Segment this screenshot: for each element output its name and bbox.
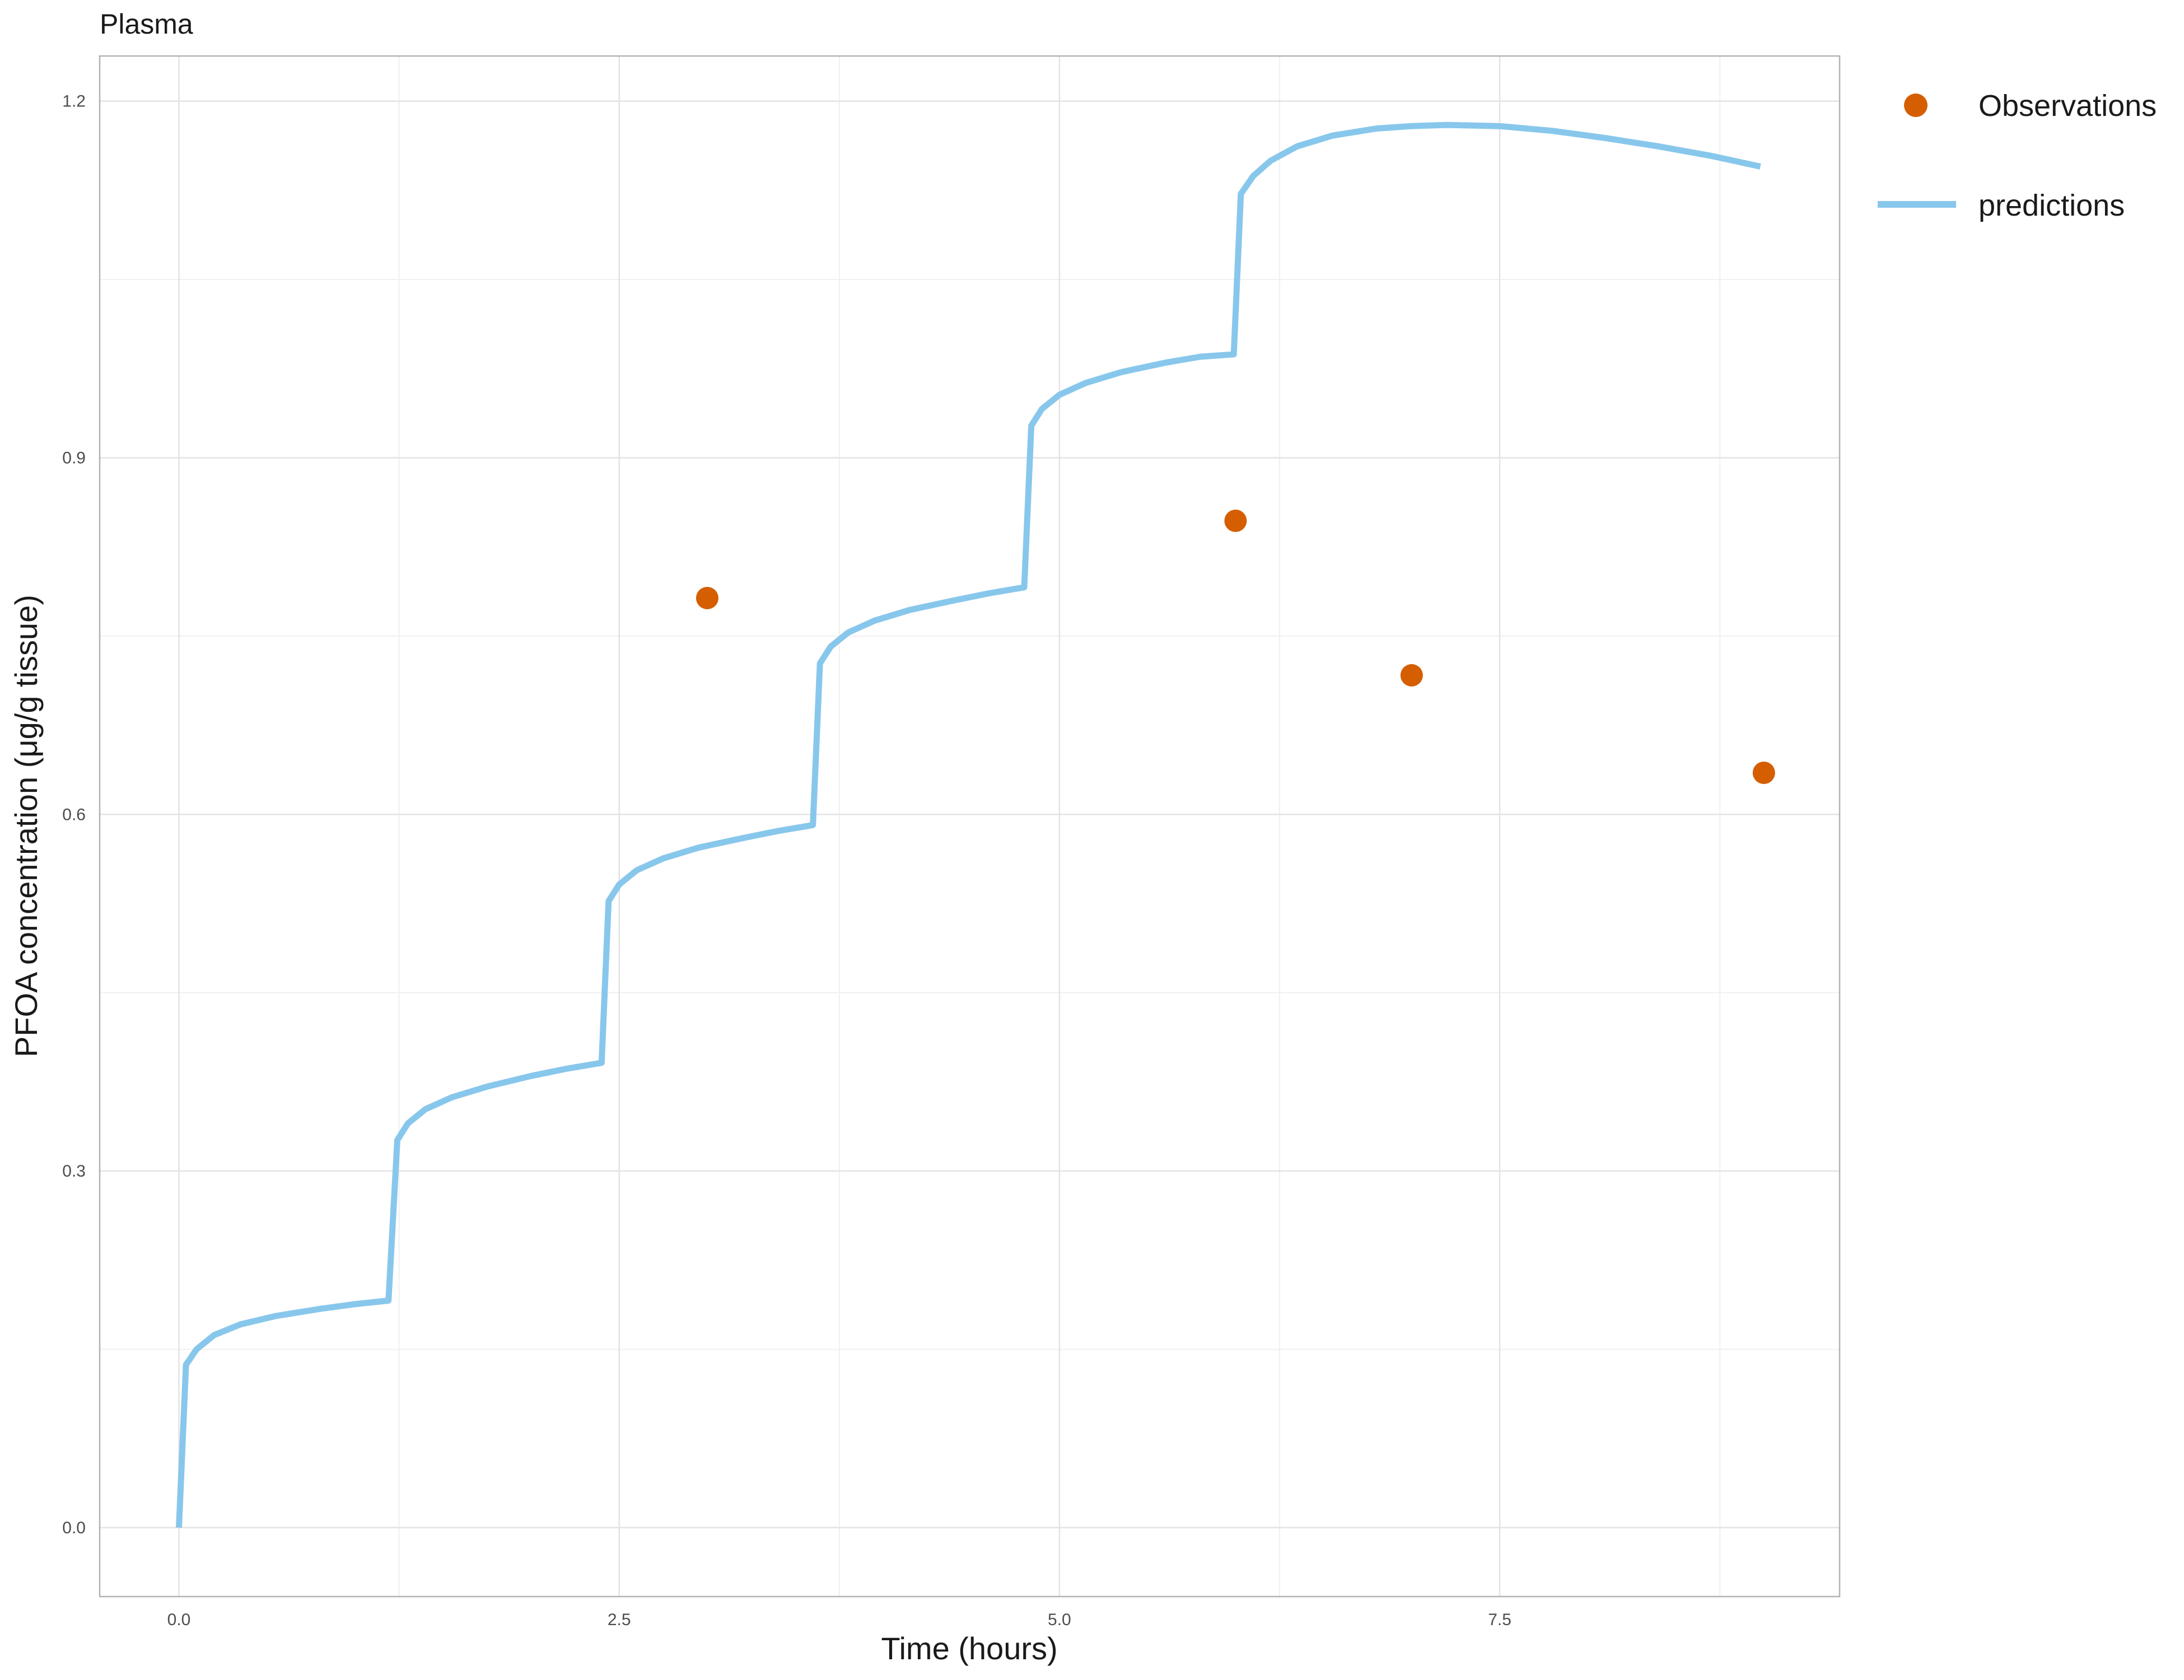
y-tick-label: 0.0 [62, 1519, 86, 1537]
y-tick-label: 0.6 [62, 805, 86, 824]
y-tick-label: 0.3 [62, 1162, 86, 1180]
x-tick-label: 0.0 [167, 1611, 191, 1629]
y-axis-ticks: 0.0 0.3 0.6 0.9 1.2 [62, 92, 86, 1537]
x-axis-title: Time (hours) [881, 1631, 1057, 1666]
chart-title: Plasma [100, 8, 193, 40]
x-axis-ticks: 0.0 2.5 5.0 7.5 [167, 1611, 1511, 1629]
major-grid [100, 56, 1840, 1597]
legend-observations-key [1904, 94, 1928, 117]
y-tick-label: 0.9 [62, 449, 86, 467]
y-tick-label: 1.2 [62, 92, 86, 111]
x-tick-label: 7.5 [1488, 1611, 1511, 1629]
plot-area [99, 55, 1841, 1598]
observation-points [696, 509, 1775, 784]
legend: Observations predictions [1878, 89, 2157, 222]
observation-point [1224, 509, 1247, 532]
minor-grid [100, 56, 1840, 1597]
x-tick-label: 5.0 [1048, 1611, 1071, 1629]
legend-observations-label: Observations [1978, 89, 2157, 123]
y-axis-title: PFOA concentration (μg/g tissue) [8, 595, 44, 1057]
plot-border [99, 55, 1841, 1598]
x-tick-label: 2.5 [608, 1611, 631, 1629]
observation-point [696, 586, 718, 609]
predictions-line [176, 122, 1761, 1528]
legend-predictions-label: predictions [1978, 189, 2125, 222]
observation-point [1400, 664, 1423, 687]
observation-point [1752, 761, 1775, 784]
